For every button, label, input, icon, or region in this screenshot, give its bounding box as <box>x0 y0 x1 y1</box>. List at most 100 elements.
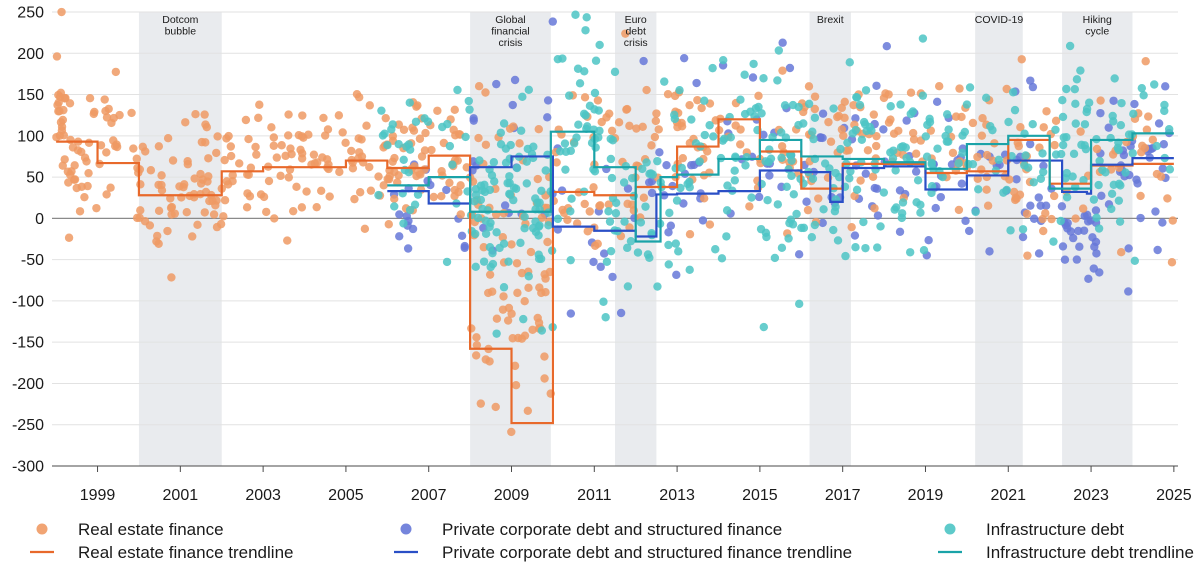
data-point <box>1062 168 1071 178</box>
data-point <box>252 150 261 159</box>
data-point <box>1009 187 1019 197</box>
data-point <box>167 202 177 212</box>
data-point <box>1116 247 1126 257</box>
data-point <box>922 152 932 161</box>
data-point <box>505 172 514 181</box>
data-point <box>1151 207 1160 216</box>
data-point <box>627 174 637 183</box>
data-point <box>471 262 480 272</box>
period-label: COVID-19 <box>975 14 1024 26</box>
data-point <box>906 109 915 119</box>
data-point <box>498 233 508 242</box>
data-point <box>759 322 769 332</box>
data-point <box>677 163 687 173</box>
data-point <box>848 129 857 138</box>
data-point <box>648 170 657 179</box>
data-point <box>1018 225 1028 234</box>
data-point <box>759 74 768 83</box>
data-point <box>692 78 701 88</box>
data-point <box>610 67 620 77</box>
data-point <box>651 116 661 126</box>
data-point <box>1076 66 1085 75</box>
data-point <box>511 184 521 193</box>
data-point <box>593 239 602 249</box>
data-point <box>846 167 855 176</box>
data-point <box>773 200 783 209</box>
data-point <box>964 226 974 236</box>
data-point <box>188 232 197 241</box>
data-point <box>553 214 563 224</box>
data-point <box>388 157 397 166</box>
data-point <box>534 231 543 240</box>
data-point <box>711 245 720 254</box>
data-point <box>803 205 813 215</box>
data-point <box>168 156 178 165</box>
data-point <box>581 26 590 35</box>
data-point <box>638 164 647 174</box>
x-tick-label: 2007 <box>411 487 447 504</box>
data-point <box>510 75 520 85</box>
data-point <box>167 210 176 219</box>
x-tick-label: 2019 <box>908 487 944 504</box>
x-tick-label: 2023 <box>1073 487 1109 504</box>
trendline <box>387 130 1174 243</box>
data-point <box>833 112 842 122</box>
data-point <box>259 192 269 202</box>
data-point <box>534 254 544 264</box>
data-point <box>670 91 680 101</box>
data-point <box>384 220 393 229</box>
data-point <box>557 186 567 195</box>
data-point <box>560 139 570 148</box>
trendline <box>387 155 1174 238</box>
data-point <box>573 64 583 73</box>
data-point <box>794 250 804 259</box>
data-point <box>1029 214 1039 223</box>
data-point <box>888 154 898 163</box>
data-point <box>599 297 608 306</box>
data-point <box>623 184 633 193</box>
data-point <box>528 325 537 335</box>
data-point <box>481 229 491 238</box>
data-point <box>437 167 446 176</box>
data-point <box>1089 264 1099 273</box>
data-point <box>1023 163 1033 172</box>
data-point <box>504 257 513 266</box>
data-point <box>818 109 828 118</box>
data-point <box>642 158 651 167</box>
data-point <box>1136 191 1145 201</box>
data-point <box>201 120 210 129</box>
data-point <box>357 152 367 161</box>
data-point <box>1051 125 1060 135</box>
data-point <box>543 96 553 105</box>
data-point <box>736 95 745 104</box>
data-point <box>670 110 679 120</box>
data-point <box>437 191 446 201</box>
data-point <box>540 352 549 361</box>
data-point <box>855 100 865 110</box>
data-point <box>1114 145 1124 155</box>
data-point <box>747 193 756 202</box>
data-point <box>450 191 459 201</box>
data-point <box>277 141 286 150</box>
data-point <box>784 234 793 243</box>
data-point <box>341 138 350 148</box>
data-point <box>740 70 749 79</box>
data-point <box>244 134 253 144</box>
data-point <box>1028 82 1038 92</box>
data-point <box>890 205 899 214</box>
data-point <box>481 140 491 149</box>
data-point <box>982 172 992 182</box>
legend-marker <box>400 523 412 535</box>
data-point <box>884 90 893 99</box>
data-point <box>891 166 900 175</box>
data-point <box>500 201 510 210</box>
x-tick-label: 2021 <box>990 487 1026 504</box>
data-point <box>672 196 682 205</box>
data-point <box>736 140 745 149</box>
data-point <box>1034 249 1044 258</box>
data-point <box>602 164 611 174</box>
data-point <box>534 318 544 327</box>
data-point <box>456 181 465 190</box>
data-point <box>1080 120 1090 129</box>
data-point <box>983 201 993 210</box>
